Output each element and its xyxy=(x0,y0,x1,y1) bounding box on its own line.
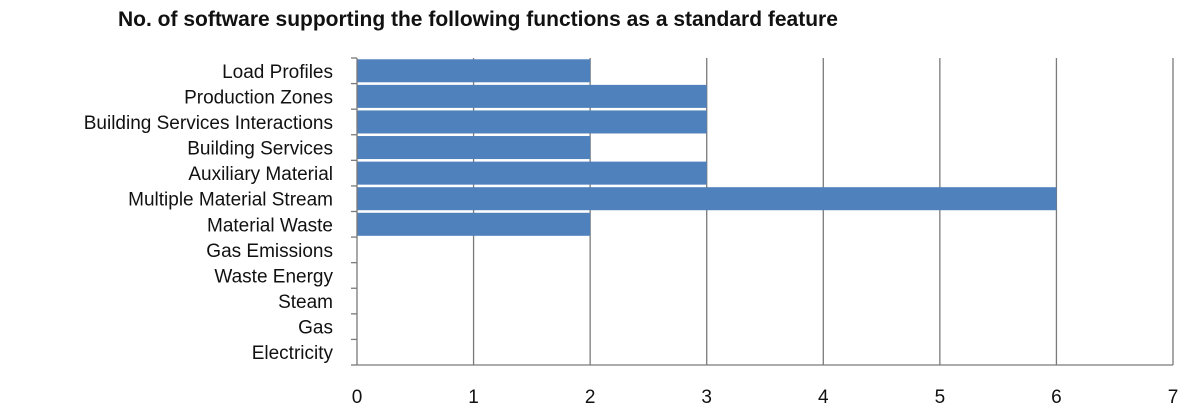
grid-layer xyxy=(472,58,1174,365)
category-label: Production Zones xyxy=(184,87,333,108)
x-tick-label: 6 xyxy=(1051,387,1062,408)
category-label: Load Profiles xyxy=(222,62,333,83)
x-tick-label: 3 xyxy=(701,387,712,408)
bar xyxy=(357,212,591,236)
x-tick-label: 7 xyxy=(1168,387,1179,408)
category-label: Steam xyxy=(278,292,333,313)
bar xyxy=(357,136,591,160)
category-label: Auxiliary Material xyxy=(188,164,333,185)
axis-layer xyxy=(351,57,1173,366)
x-tick-label: 1 xyxy=(468,387,479,408)
category-label: Electricity xyxy=(252,343,334,364)
x-tick-label: 2 xyxy=(585,387,596,408)
category-label: Gas Emissions xyxy=(206,241,333,262)
category-label: Multiple Material Stream xyxy=(128,190,333,211)
category-labels: Load Profiles Production Zones Building Se… xyxy=(84,62,334,364)
bars-layer xyxy=(357,59,1057,236)
category-label: Material Waste xyxy=(207,215,333,236)
bar xyxy=(357,161,707,185)
category-label: Waste Energy xyxy=(214,266,333,287)
category-label: Building Services xyxy=(187,139,333,160)
bar xyxy=(357,187,1057,211)
bar xyxy=(357,110,707,134)
x-tick-label: 0 xyxy=(352,387,363,408)
bar xyxy=(357,59,591,83)
x-tick-label: 4 xyxy=(818,387,829,408)
x-tick-label: 5 xyxy=(935,387,946,408)
chart-title: No. of software supporting the following… xyxy=(118,8,838,31)
bar xyxy=(357,84,707,108)
category-label: Building Services Interactions xyxy=(84,113,333,134)
x-tick-labels: 0 1 2 3 4 5 6 7 xyxy=(352,387,1179,408)
category-label: Gas xyxy=(298,318,333,339)
